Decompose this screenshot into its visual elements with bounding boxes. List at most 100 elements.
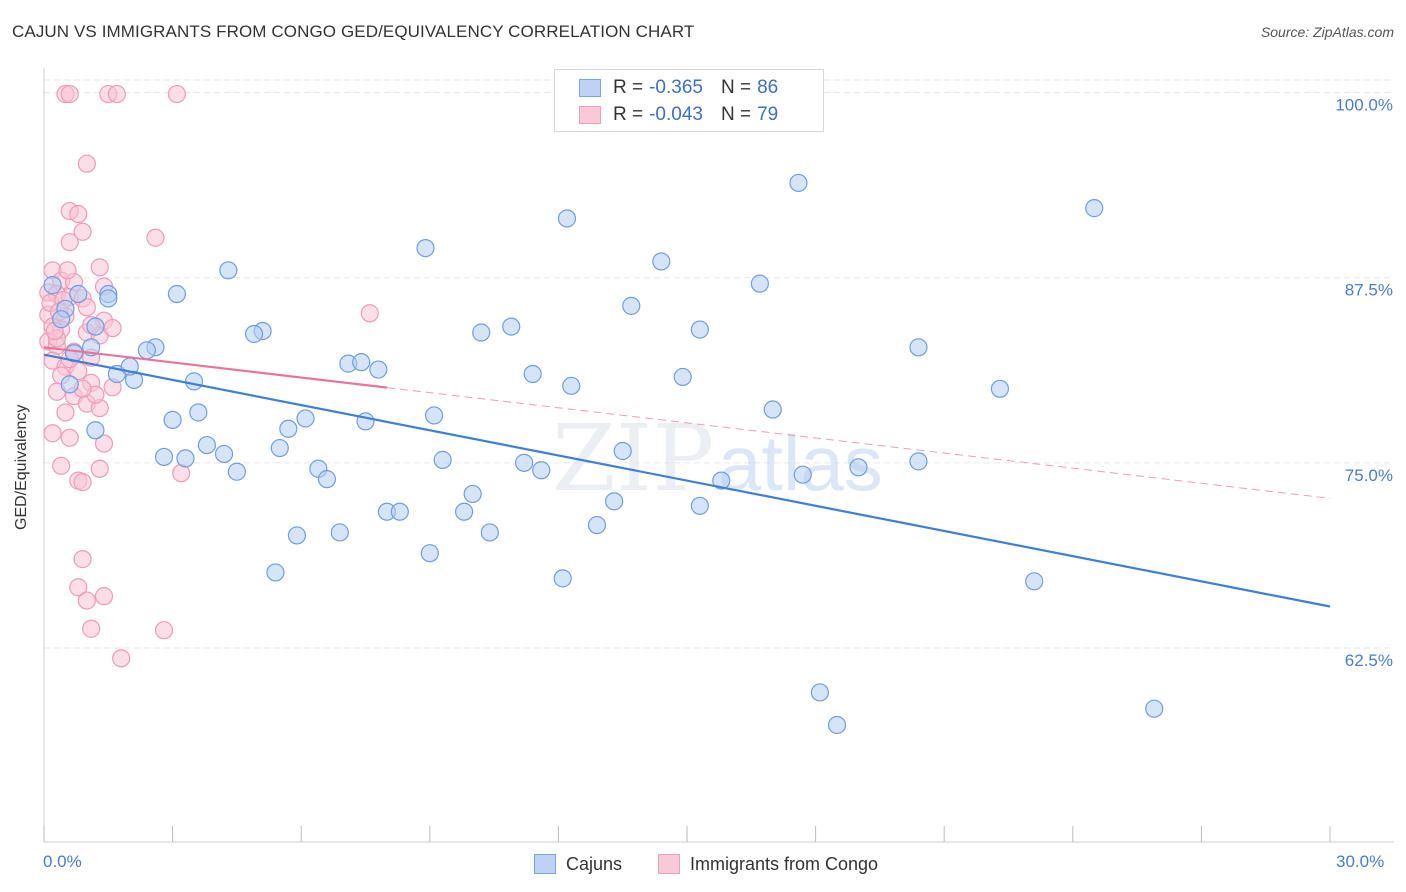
- data-point: [1145, 699, 1164, 718]
- data-point: [909, 338, 928, 357]
- legend-row-cajuns: R = -0.365 N = 86: [579, 76, 778, 100]
- data-point: [279, 419, 298, 438]
- data-point: [712, 471, 731, 490]
- data-point: [369, 360, 388, 379]
- data-point: [112, 649, 131, 668]
- data-point: [73, 550, 92, 569]
- data-point: [107, 84, 126, 104]
- y-tick-label: 87.5%: [1345, 281, 1393, 300]
- data-point: [622, 296, 641, 315]
- data-point: [472, 323, 491, 342]
- data-point: [90, 258, 109, 277]
- data-point: [827, 715, 847, 735]
- data-point: [553, 569, 572, 588]
- data-point: [557, 209, 577, 228]
- data-point: [103, 318, 122, 338]
- data-point: [360, 304, 379, 323]
- data-point: [90, 459, 109, 478]
- data-point: [433, 450, 452, 469]
- data-point: [56, 403, 75, 422]
- data-point: [60, 84, 79, 104]
- data-point: [52, 456, 71, 475]
- axes: [43, 68, 1394, 843]
- legend-swatch-congo: [579, 106, 601, 124]
- data-point: [94, 587, 114, 606]
- data-point: [52, 310, 71, 329]
- data-point: [82, 619, 101, 638]
- data-point: [43, 276, 62, 295]
- chart-title: CAJUN VS IMMIGRANTS FROM CONGO GED/EQUIV…: [12, 22, 695, 41]
- gridlines: [44, 79, 1394, 649]
- data-point: [154, 447, 174, 467]
- trend-lines: [43, 346, 1331, 608]
- data-point: [296, 409, 315, 428]
- data-point: [137, 341, 156, 360]
- data-point: [58, 261, 77, 280]
- y-tick-label: 62.5%: [1345, 651, 1393, 670]
- data-point: [390, 502, 409, 521]
- data-point: [1085, 199, 1104, 218]
- y-tick-labels: 100.0% 87.5% 75.0% 62.5%: [1335, 96, 1393, 670]
- data-point: [86, 421, 105, 440]
- data-point: [690, 496, 709, 515]
- data-point: [463, 484, 482, 504]
- data-point: [352, 353, 371, 372]
- data-point: [750, 274, 769, 293]
- data-point: [793, 465, 812, 484]
- data-point: [86, 317, 105, 336]
- data-point: [673, 367, 692, 387]
- y-tick-label: 75.0%: [1345, 466, 1393, 485]
- x-axis-min-label: 0.0%: [43, 852, 82, 871]
- data-point: [64, 344, 84, 363]
- data-point: [789, 173, 808, 193]
- data-point: [690, 320, 709, 339]
- data-point: [270, 438, 289, 458]
- data-point: [523, 364, 542, 384]
- data-point: [214, 444, 234, 464]
- data-point: [330, 523, 349, 542]
- data-point: [480, 523, 499, 542]
- legend-n-value: 86: [757, 77, 779, 98]
- data-point: [219, 261, 238, 280]
- data-point: [60, 428, 79, 447]
- data-point: [94, 434, 114, 453]
- data-point: [73, 473, 92, 492]
- legend-n-label: N =: [720, 104, 752, 125]
- data-point: [424, 406, 444, 425]
- data-point: [197, 435, 216, 455]
- data-point: [810, 683, 829, 702]
- trend-line-extrapolated: [386, 387, 1331, 499]
- data-point: [69, 204, 88, 224]
- trend-line: [43, 353, 1331, 608]
- source-label: Source: ZipAtlas.com: [1260, 24, 1394, 40]
- data-point: [99, 289, 118, 308]
- data-point: [77, 154, 96, 173]
- legend-r-label: R =: [613, 104, 644, 125]
- data-point: [763, 400, 782, 419]
- data-point: [227, 462, 246, 481]
- data-point: [77, 298, 96, 317]
- y-tick-label: 100.0%: [1335, 96, 1393, 115]
- bottom-legend-cajuns: Cajuns: [534, 852, 622, 876]
- bottom-legend-congo: Immigrants from Congo: [658, 852, 878, 876]
- data-point: [167, 84, 186, 104]
- data-point: [60, 233, 79, 252]
- legend-r-value: -0.043: [649, 104, 703, 125]
- data-point: [189, 403, 208, 422]
- data-point: [73, 222, 92, 241]
- data-point: [849, 458, 868, 477]
- watermark: ZIP atlas: [552, 405, 883, 512]
- data-point: [287, 526, 307, 545]
- data-point: [163, 410, 182, 429]
- data-point: [613, 441, 632, 461]
- data-point: [532, 461, 551, 480]
- data-point: [43, 424, 62, 443]
- data-point: [1025, 572, 1044, 591]
- data-point: [605, 492, 624, 511]
- data-point: [317, 470, 337, 489]
- data-point: [176, 449, 195, 468]
- legend-r-label: R =: [613, 77, 644, 98]
- stats-legend: R = -0.365 N = 86 R = -0.043 N = 79: [554, 69, 824, 132]
- data-point: [416, 238, 435, 258]
- data-point: [266, 563, 285, 582]
